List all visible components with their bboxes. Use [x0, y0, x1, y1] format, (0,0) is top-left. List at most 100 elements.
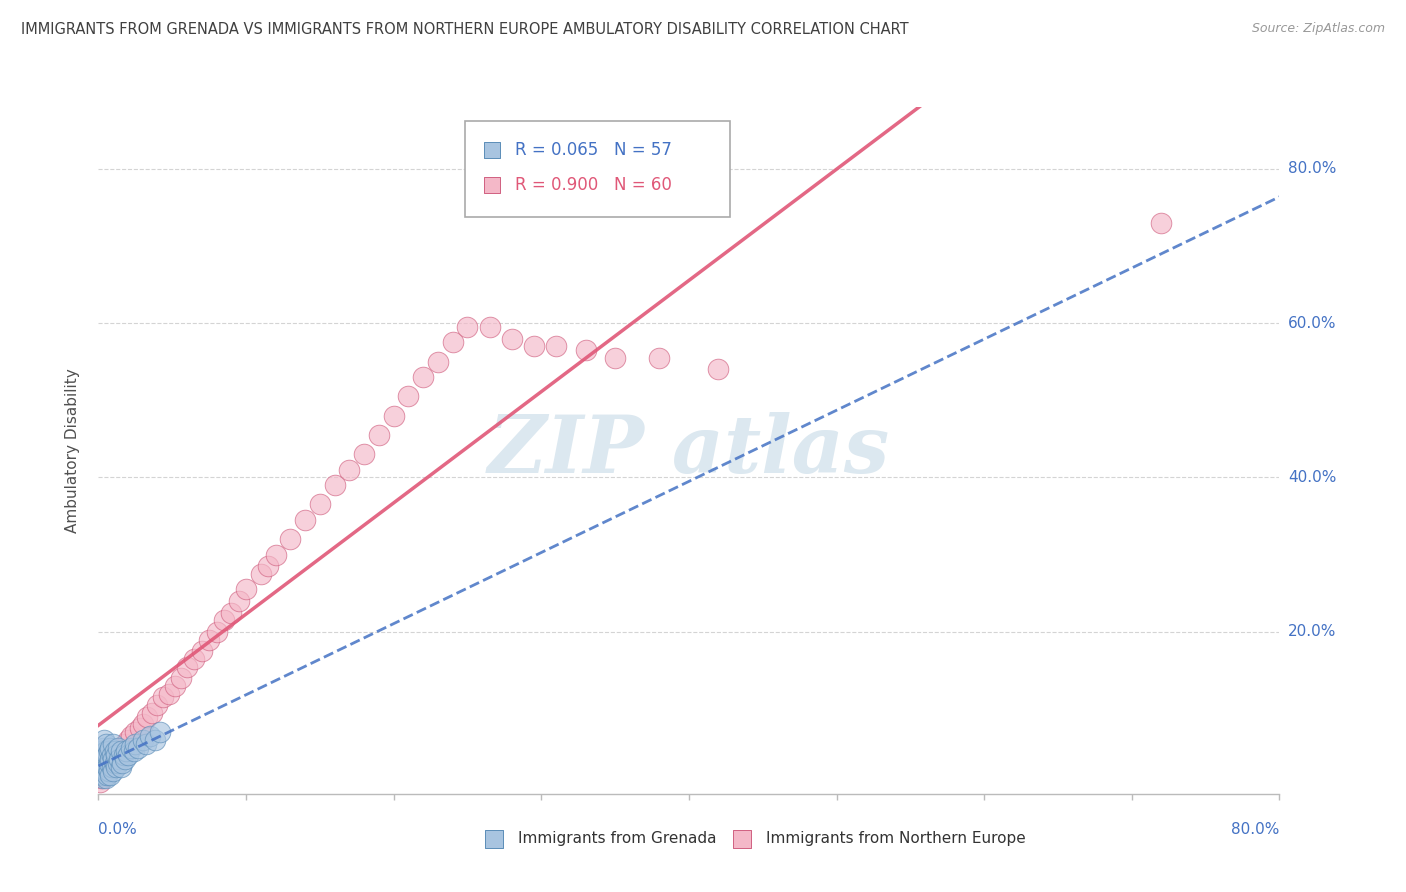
Point: [98, 767, 121, 781]
Point: [100, 760, 122, 774]
Point: [157, 687, 180, 701]
Point: [98, 752, 121, 766]
Point: [93, 764, 115, 778]
Point: [337, 463, 360, 477]
Point: [104, 756, 127, 770]
Point: [90, 760, 112, 774]
Point: [143, 732, 166, 747]
Point: [117, 732, 139, 747]
Point: [501, 332, 523, 346]
Point: [100, 752, 122, 766]
Text: 80.0%: 80.0%: [1288, 161, 1336, 177]
Point: [91, 740, 114, 755]
Point: [141, 706, 163, 720]
Point: [89, 756, 111, 770]
Point: [412, 370, 434, 384]
Text: 0.0%: 0.0%: [98, 822, 138, 837]
Text: 40.0%: 40.0%: [1288, 470, 1336, 485]
Point: [94, 756, 117, 770]
Point: [478, 320, 501, 334]
Point: [368, 428, 391, 442]
Point: [103, 764, 125, 778]
Point: [1150, 216, 1173, 230]
Point: [146, 698, 169, 713]
Point: [294, 513, 316, 527]
Point: [353, 447, 375, 461]
Point: [582, 830, 605, 844]
Point: [90, 767, 112, 781]
Point: [91, 772, 114, 786]
Point: [135, 737, 157, 751]
Point: [107, 740, 129, 755]
Point: [91, 767, 114, 781]
Point: [124, 737, 146, 751]
Point: [98, 756, 121, 770]
Point: [198, 632, 221, 647]
Point: [132, 717, 155, 731]
Point: [396, 389, 419, 403]
Point: [170, 671, 193, 685]
Text: ZIP atlas: ZIP atlas: [488, 412, 890, 489]
Text: 20.0%: 20.0%: [1288, 624, 1336, 640]
Point: [136, 709, 159, 723]
Point: [107, 756, 129, 770]
Point: [456, 320, 478, 334]
Point: [228, 594, 250, 608]
Point: [91, 752, 114, 766]
Point: [579, 95, 602, 109]
Point: [427, 355, 450, 369]
Text: Immigrants from Grenada: Immigrants from Grenada: [517, 831, 716, 846]
Point: [127, 740, 149, 755]
Point: [96, 760, 118, 774]
Point: [110, 760, 132, 774]
FancyBboxPatch shape: [464, 120, 730, 217]
Point: [120, 740, 142, 755]
Point: [105, 760, 128, 774]
Point: [114, 737, 136, 751]
Point: [96, 760, 118, 774]
Point: [103, 752, 125, 766]
Point: [117, 748, 139, 763]
Point: [97, 756, 120, 770]
Point: [124, 725, 146, 739]
Point: [100, 748, 122, 763]
Point: [176, 659, 198, 673]
Point: [110, 744, 132, 758]
Point: [108, 744, 131, 758]
Point: [112, 748, 135, 763]
Point: [707, 362, 730, 376]
Text: Immigrants from Northern Europe: Immigrants from Northern Europe: [766, 831, 1025, 846]
Point: [149, 725, 172, 739]
Point: [120, 729, 142, 743]
Point: [94, 737, 117, 751]
Point: [97, 744, 120, 758]
Point: [114, 752, 136, 766]
Point: [257, 559, 280, 574]
Point: [115, 744, 138, 758]
Point: [574, 343, 596, 358]
Point: [648, 351, 671, 365]
Point: [89, 764, 111, 778]
Point: [94, 744, 117, 758]
Point: [191, 644, 214, 658]
Text: 60.0%: 60.0%: [1288, 316, 1336, 331]
Point: [205, 624, 228, 639]
Y-axis label: Ambulatory Disability: Ambulatory Disability: [65, 368, 80, 533]
Point: [219, 606, 242, 620]
Point: [891, 830, 914, 844]
Point: [111, 756, 134, 770]
Point: [93, 732, 115, 747]
Point: [94, 764, 117, 778]
Point: [90, 744, 112, 758]
Point: [111, 740, 134, 755]
Point: [132, 732, 155, 747]
Point: [97, 760, 120, 774]
Point: [309, 498, 332, 512]
Point: [544, 339, 567, 353]
Point: [97, 764, 120, 778]
Point: [183, 652, 205, 666]
Point: [89, 748, 111, 763]
Text: R = 0.900   N = 60: R = 0.900 N = 60: [516, 176, 672, 194]
Point: [93, 760, 115, 774]
Point: [250, 566, 273, 581]
